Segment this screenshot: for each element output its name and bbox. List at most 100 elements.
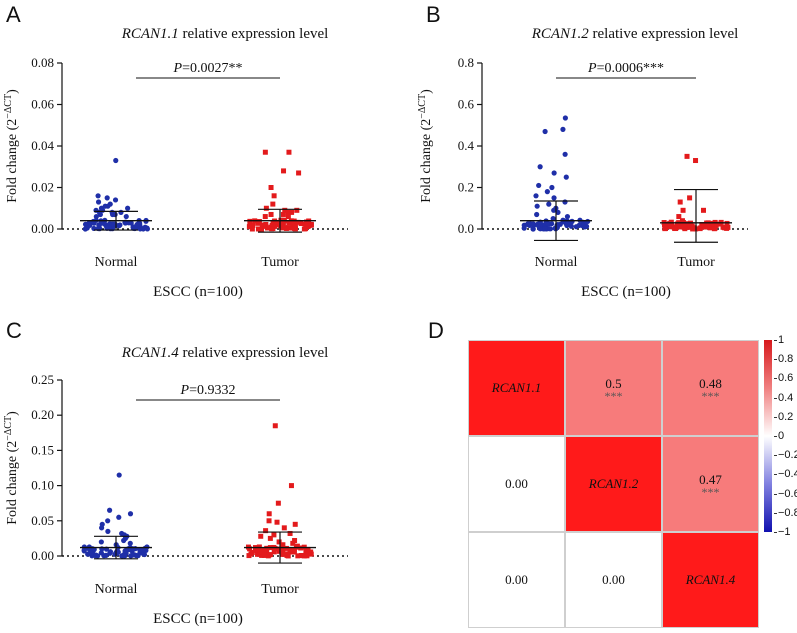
p-value-p: P [587, 61, 597, 76]
heatmap-value-cell: 0.47 *** [662, 436, 759, 532]
data-point [700, 207, 706, 213]
data-point [305, 547, 311, 553]
data-point [680, 222, 686, 228]
data-point [562, 115, 568, 121]
colorbar [764, 340, 772, 532]
data-point [677, 224, 683, 230]
colorbar-tick-label: 1 [778, 334, 785, 346]
y-axis-label: Fold change (2−ΔCT) [3, 89, 21, 203]
data-point [105, 518, 111, 524]
data-point [686, 222, 692, 228]
y-tick-label: 0.20 [31, 407, 54, 422]
data-point [292, 226, 298, 232]
data-point [581, 221, 587, 228]
data-point [266, 552, 272, 558]
colorbar-tick-label: 0.6 [778, 372, 794, 385]
data-point [289, 209, 295, 215]
y-tick-label: 0.10 [31, 478, 54, 493]
colorbar-tick [774, 455, 777, 457]
y-axis-label-exponent: −ΔCT [3, 94, 14, 119]
data-point [283, 545, 289, 551]
data-point [285, 209, 291, 215]
data-point [118, 209, 124, 215]
data-point [674, 221, 680, 227]
data-point [308, 549, 314, 555]
data-point [295, 219, 301, 225]
p-value-label: P=0.0027** [173, 61, 243, 76]
y-axis-label: Fold change (2−ΔCT) [417, 89, 435, 203]
data-point [255, 226, 261, 232]
data-point [257, 549, 263, 555]
data-point [284, 552, 290, 558]
data-point [534, 203, 540, 209]
heatmap-gene-cell: RCAN1.2 [565, 436, 662, 532]
p-value-text: =0.0006*** [597, 61, 664, 76]
p-value-p: P [173, 61, 183, 76]
data-point [530, 221, 536, 227]
data-point [720, 224, 726, 230]
x-category-label: Normal [95, 582, 138, 597]
data-point [272, 223, 278, 229]
data-point [274, 519, 280, 525]
y-tick-label: 0.00 [31, 548, 54, 563]
panel-label-a: A [6, 2, 21, 27]
data-point [693, 158, 699, 164]
data-point [701, 224, 707, 230]
y-axis-label-text: Fold change (2 [5, 441, 20, 525]
data-point [280, 211, 286, 217]
data-point [125, 205, 131, 211]
data-point [140, 547, 147, 553]
data-point [126, 220, 132, 226]
data-point [116, 472, 122, 478]
heatmap-cell-value: RCAN1.4 [685, 572, 736, 587]
data-point [711, 226, 717, 232]
data-point [679, 218, 685, 224]
data-point [260, 223, 266, 229]
data-point [550, 216, 556, 222]
data-point [706, 224, 712, 230]
data-point [271, 549, 277, 555]
data-point [699, 221, 705, 227]
data-point [111, 221, 117, 227]
chart-title: RCAN1.2 relative expression level [531, 26, 739, 42]
data-point [298, 221, 304, 227]
data-point [662, 225, 668, 231]
heatmap-value-cell: 0.00 [468, 436, 565, 532]
data-point [288, 483, 294, 489]
x-category-label: Normal [95, 255, 138, 270]
chart-title-gene: RCAN1.4 [121, 345, 180, 361]
data-point [292, 521, 298, 527]
data-point [98, 539, 104, 545]
data-point [256, 219, 262, 225]
y-tick-label: 0.4 [458, 138, 475, 153]
data-point [271, 532, 277, 538]
data-point [105, 203, 111, 209]
data-point [263, 205, 269, 211]
correlation-heatmap: RCAN1.1 0.5 *** 0.48 *** 0.00 RCAN1.2 0.47 *** 0.… [468, 340, 759, 628]
data-point [298, 552, 304, 558]
y-tick-label: 0.05 [31, 513, 54, 528]
heatmap-cell-significance: *** [701, 388, 720, 403]
data-point [264, 225, 270, 231]
y-axis-label-close: ) [5, 89, 20, 94]
colorbar-ticks: 1 0.8 0.6 0.4 0.2 0 −0.2 −0.4 −0.6 −0.8 −1 [774, 334, 797, 538]
data-point [549, 184, 555, 191]
heatmap-value-cell: 0.00 [468, 532, 565, 628]
data-point [683, 221, 689, 227]
heatmap-cell-value: RCAN1.2 [588, 476, 639, 491]
data-point [82, 226, 88, 232]
p-value-text: =0.9332 [189, 383, 235, 398]
data-point [697, 226, 703, 232]
data-point [562, 151, 568, 157]
data-point [285, 225, 291, 231]
data-point [285, 214, 291, 220]
chart-title-text: relative expression level [179, 26, 329, 42]
data-point [306, 223, 312, 229]
x-category-label: Tumor [261, 582, 299, 597]
colorbar-tick [774, 436, 777, 437]
data-point [262, 149, 268, 155]
data-point [255, 551, 261, 557]
data-point [123, 213, 129, 220]
data-point [259, 552, 265, 558]
data-point [533, 193, 539, 199]
